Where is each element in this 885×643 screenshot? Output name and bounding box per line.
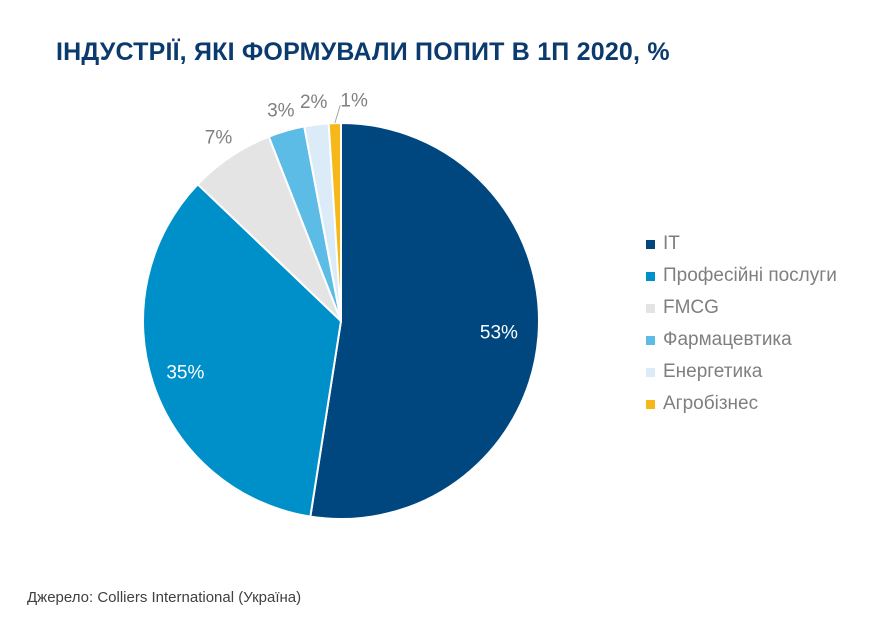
data-label: 2%: [300, 92, 328, 113]
legend-swatch: [646, 367, 655, 377]
data-label: 53%: [480, 322, 518, 343]
data-label: 3%: [267, 101, 295, 122]
chart-title: ІНДУСТРІЇ, ЯКІ ФОРМУВАЛИ ПОПИТ В 1П 2020…: [56, 38, 670, 66]
legend-swatch: [646, 271, 655, 281]
legend-swatch: [646, 335, 655, 345]
pie-slice-1: [309, 122, 540, 520]
legend-item: Енергетика: [646, 356, 837, 388]
legend-item: Фармацевтика: [646, 324, 837, 356]
leader-line: [334, 105, 341, 124]
legend-label: Професійні послуги: [663, 265, 837, 286]
legend-swatch: [646, 399, 655, 409]
data-label: 35%: [166, 363, 204, 384]
legend-label: Агробізнес: [663, 393, 759, 414]
legend-item: Агробізнес: [646, 388, 837, 420]
legend-item: IT: [646, 228, 837, 260]
legend-item: FMCG: [646, 292, 837, 324]
legend-label: IT: [663, 233, 680, 254]
legend-swatch: [646, 303, 655, 313]
legend-label: FMCG: [663, 297, 719, 318]
legend-label: Енергетика: [663, 361, 763, 382]
pie-slice-6: [327, 122, 342, 322]
legend-label: Фармацевтика: [663, 329, 792, 350]
legend-item: Професійні послуги: [646, 260, 837, 292]
data-label: 1%: [340, 90, 368, 111]
source-note: Джерело: Colliers International (Україна…: [27, 589, 302, 606]
pie-slice-2: [142, 183, 342, 518]
chart-legend: IT Професійні послуги FMCG Фармацевтика Енер…: [646, 228, 837, 420]
legend-swatch: [646, 239, 655, 249]
data-label: 7%: [205, 128, 233, 149]
